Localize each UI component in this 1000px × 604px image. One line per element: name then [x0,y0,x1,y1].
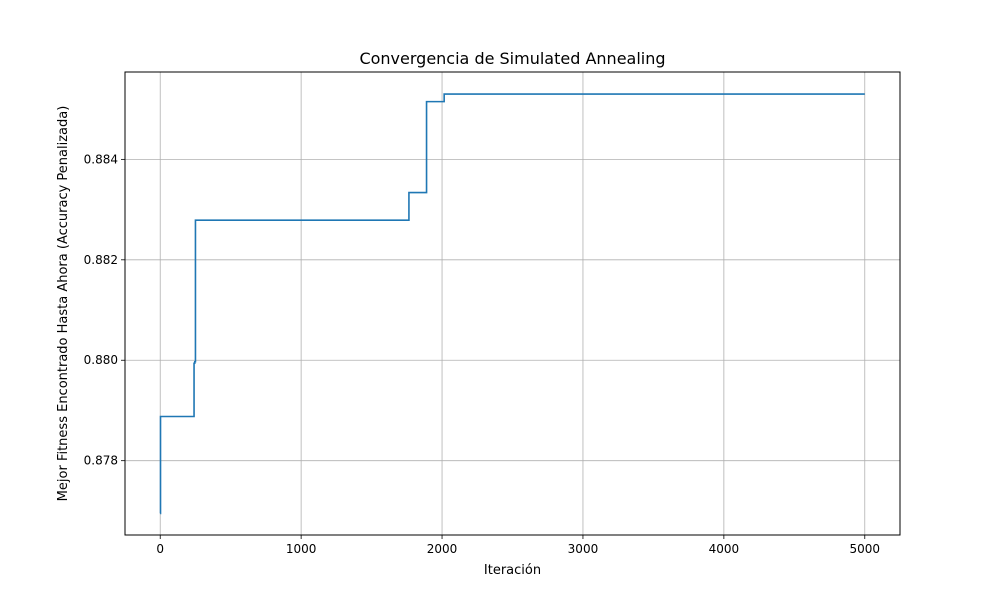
y-axis-label: Mejor Fitness Encontrado Hasta Ahora (Ac… [56,106,71,502]
series-line [159,93,865,515]
y-tick-label: 0.884 [84,152,118,166]
x-tick-label: 3000 [568,542,599,556]
plot-frame [124,71,901,536]
x-tick-label: 5000 [849,542,880,556]
x-tick-label: 4000 [709,542,740,556]
x-axis-label: Iteración [484,563,541,578]
y-tick-label: 0.882 [84,253,118,267]
grid-lines [125,72,900,535]
y-tick-label: 0.880 [84,353,118,367]
x-tick-label: 0 [156,542,164,556]
axis-ticks: 0 1000 2000 3000 4000 5000 0.878 0.880 0.882 0.88… [84,152,880,556]
y-tick-label: 0.878 [84,454,118,468]
chart-title: Convergencia de Simulated Annealing [359,49,665,68]
x-tick-label: 1000 [286,542,317,556]
x-tick-label: 2000 [427,542,458,556]
series-layer [159,93,865,515]
